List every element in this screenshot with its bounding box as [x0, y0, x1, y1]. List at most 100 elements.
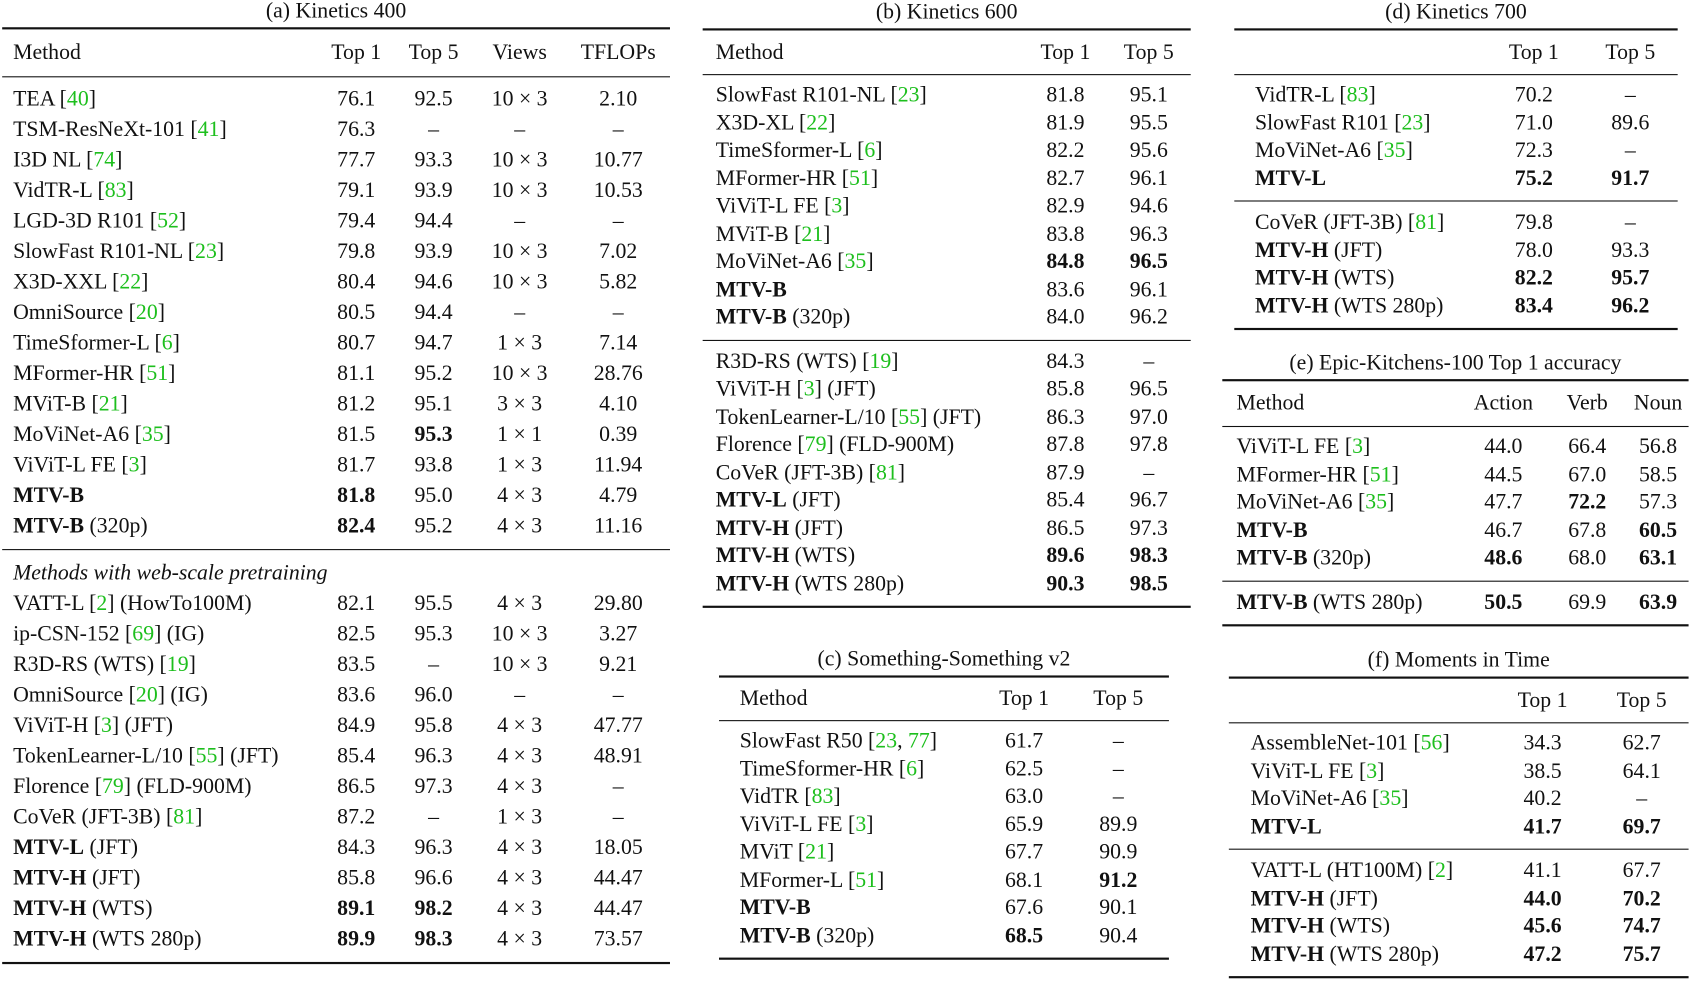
table-cell: OmniSource [20]: [2, 300, 318, 325]
value: 67.7: [1622, 858, 1661, 883]
table-cell: TokenLearner-L/10 [55] (JFT): [703, 405, 1024, 430]
table-row: MTV-H (WTS) 45.6 74.7: [1229, 913, 1689, 941]
value: 7.14: [599, 330, 638, 355]
method-text: R3D-RS (WTS) [: [13, 652, 167, 676]
table-cell: 89.9: [318, 927, 394, 952]
table-cell: –: [1068, 729, 1169, 754]
table-cell: Top 1: [1040, 39, 1091, 64]
value-bold: 81.8: [337, 483, 376, 508]
table-cell: –: [1068, 785, 1169, 810]
method-text: ]: [126, 178, 134, 203]
method-name-bold: MTV-H: [1254, 266, 1329, 291]
table-row: MFormer-L [51] 68.1 91.2: [719, 867, 1169, 895]
value: 90.1: [1099, 895, 1138, 920]
citation: 3: [1366, 759, 1378, 784]
value: –: [514, 682, 526, 707]
table-cell: R3D-RS (WTS) [19]: [2, 652, 318, 677]
table-row: MTV-B 81.8 95.0 4 × 3 4.79: [2, 480, 670, 511]
table-row: MTV-B 46.7 67.8 60.5: [1222, 517, 1688, 545]
table-cell: 82.9: [1024, 194, 1107, 219]
table-cell: –: [1583, 83, 1678, 108]
table-row: MFormer-HR [51] 44.5 67.0 58.5: [1222, 461, 1688, 489]
table-row: ViViT-L FE [3] 44.0 66.4 56.8: [1222, 434, 1688, 462]
table-cell: –: [1583, 139, 1678, 164]
table-cell: 94.6: [1107, 194, 1191, 219]
value: –: [1112, 784, 1124, 809]
table-cell: 67.8: [1547, 518, 1628, 543]
table-row: AssembleNet-101 [56] 34.3 62.7: [1229, 730, 1689, 758]
table-cell: Noun: [1633, 391, 1683, 416]
table-cell: OmniSource [20] (IG): [2, 683, 318, 708]
table-cell: 47.77: [566, 713, 669, 738]
value: 44.5: [1484, 462, 1523, 487]
value-bold: 95.3: [414, 422, 453, 447]
value: 57.3: [1639, 490, 1678, 515]
table-cell: 63.9: [1628, 590, 1689, 615]
value: 64.1: [1622, 759, 1661, 784]
method-name-bold: MTV-B: [1236, 518, 1308, 543]
table-cell: 98.2: [394, 896, 472, 921]
method-text: ]: [1445, 858, 1454, 883]
value: –: [1112, 756, 1124, 781]
results-table: (c) Something-Something v2 Method Top 1 Top…: [719, 0, 1169, 980]
table-row: VidTR-L [83] 70.2 –: [1234, 82, 1677, 110]
method-name-bold: MTV-B: [739, 923, 811, 948]
table-cell: 95.8: [394, 713, 472, 738]
table-cell: 72.2: [1547, 491, 1628, 516]
value-bold: 70.2: [1622, 886, 1661, 911]
method-text: VidTR-L [: [13, 178, 105, 203]
value: 1 × 1: [497, 422, 543, 447]
table-cell: MTV-H (WTS): [703, 544, 1024, 569]
header-row: Method Top 1 Top 5: [703, 31, 1191, 75]
table-cell: 70.2: [1485, 83, 1583, 108]
method-text: (JFT): [1324, 886, 1378, 911]
value: 77.7: [337, 147, 376, 172]
table-cell: 91.2: [1068, 868, 1169, 893]
value: 1 × 3: [497, 804, 543, 829]
table-cell: 96.5: [1107, 250, 1191, 275]
method-name-bold: MTV-B: [1236, 590, 1308, 615]
table-row: MoViNet-A6 [35] 84.8 96.5: [703, 248, 1191, 276]
method-text: ]: [1423, 110, 1431, 135]
table-cell: –: [394, 652, 472, 677]
table-row: ViViT-L FE [3] 81.7 93.8 1 × 3 11.94: [2, 450, 670, 481]
table-cell: SlowFast R101 [23]: [1234, 111, 1485, 136]
value: 95.8: [414, 713, 453, 737]
table-cell: Florence [79] (FLD-900M): [2, 774, 318, 799]
method-text: X3D-XXL [: [13, 269, 120, 294]
table-cell: TFLOPs: [580, 40, 656, 65]
method-text: (WTS 280p): [86, 926, 202, 951]
table-cell: SlowFast R50 [23, 77]: [719, 729, 980, 754]
table-row: OmniSource [20] (IG) 83.6 96.0 – –: [2, 680, 670, 711]
table-cell: TimeSformer-L [6]: [2, 331, 318, 356]
table-cell: 97.8: [1107, 433, 1191, 458]
table-cell: 47.2: [1490, 942, 1595, 967]
table-cell: 71.0: [1485, 111, 1583, 136]
table-cell: 64.1: [1595, 759, 1689, 784]
table-cell: 86.3: [1024, 405, 1107, 430]
table-cell: MFormer-HR [51]: [703, 166, 1024, 191]
citation: 2: [1435, 858, 1446, 883]
value: 10 × 3: [491, 86, 548, 111]
method-text: SlowFast R101 [: [1254, 110, 1402, 135]
table-row: MTV-H (WTS 280p) 47.2 75.7: [1229, 941, 1689, 969]
method-text: (320p): [810, 923, 875, 948]
value: 10 × 3: [491, 147, 548, 172]
table-cell: –: [566, 774, 669, 799]
table-cell: 72.3: [1485, 139, 1583, 164]
method-text: (WTS): [86, 896, 153, 920]
citation: 3: [1352, 434, 1363, 459]
results-table: (d) Kinetics 700 Top 1 Top 5 VidTR-L [83] 70…: [1234, 0, 1678, 980]
table-cell: –: [1107, 349, 1191, 374]
header-row: Method Top 1 Top 5 Views TFLOPs: [2, 29, 670, 76]
table-cell: 45.6: [1490, 914, 1595, 939]
value: 97.0: [1129, 404, 1168, 429]
value: 18.05: [593, 835, 643, 859]
table-cell: 81.2: [318, 392, 394, 417]
value: –: [428, 652, 440, 676]
table-cell: –: [1595, 787, 1689, 812]
value: 81.1: [337, 361, 376, 386]
table-cell: 76.3: [318, 117, 394, 142]
table-cell: 96.1: [1107, 166, 1191, 191]
citation: 56: [1420, 731, 1443, 756]
